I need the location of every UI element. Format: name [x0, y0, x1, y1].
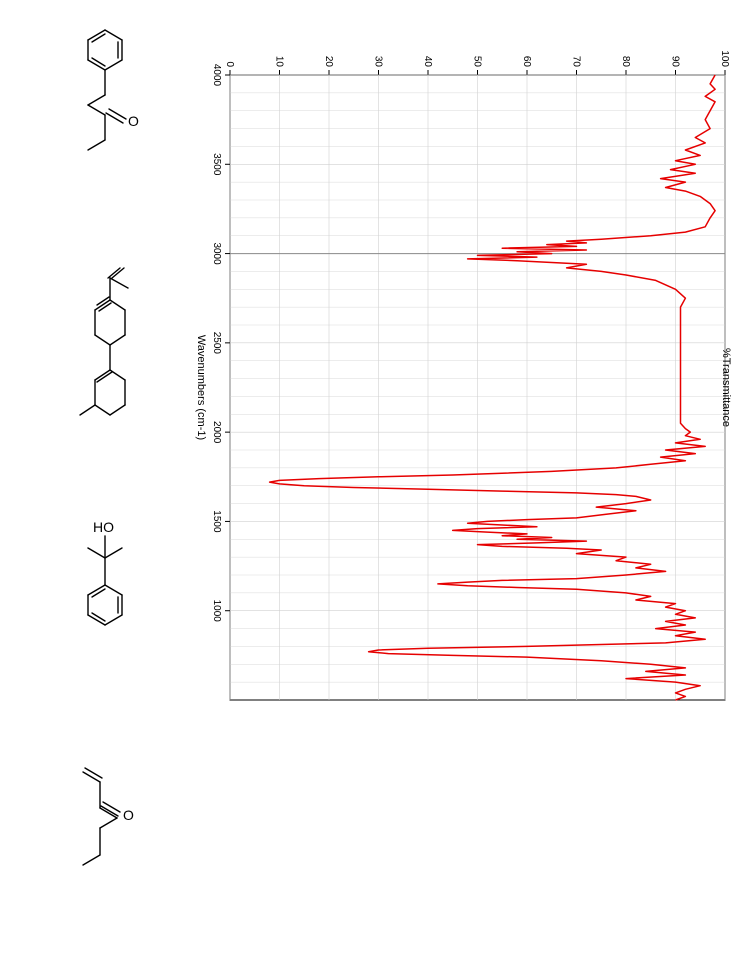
- y-tick-label: 60: [521, 56, 532, 68]
- atom-label: O: [128, 113, 139, 129]
- x-tick-label: 2000: [211, 421, 222, 444]
- y-tick-label: 90: [670, 56, 681, 68]
- y-tick-label: 80: [620, 56, 631, 68]
- y-tick-label: 30: [373, 56, 384, 68]
- y-tick-label: 100: [719, 50, 730, 67]
- x-tick-label: 1000: [211, 600, 222, 623]
- molecule-limonene: [50, 260, 160, 460]
- atom-label: HO: [93, 519, 114, 535]
- x-tick-label: 3500: [211, 153, 222, 176]
- atom-label: O: [123, 807, 134, 823]
- y-tick-label: 10: [274, 56, 285, 68]
- x-tick-label: 1500: [211, 510, 222, 533]
- ir-spectrum-chart: 0 10 20 30 40 50 60 70 80 90 100 4000 3500 3000 2500 20…: [185, 20, 735, 710]
- molecule-2-phenyl-2-propanol: HO: [45, 510, 165, 700]
- y-tick-label: 20: [323, 56, 334, 68]
- x-tick-label: 2500: [211, 332, 222, 355]
- y-tick-label: 70: [571, 56, 582, 68]
- molecule-ethyl-vinyl-ketone: O: [55, 760, 155, 940]
- molecule-phenyl-propan-2-one: O: [50, 20, 160, 210]
- y-tick-label: 0: [224, 61, 235, 67]
- y-tick-label: 40: [422, 56, 433, 68]
- x-axis-label: Wavenumbers (cm-1): [195, 335, 207, 440]
- y-axis-label: %Transmittance: [720, 348, 732, 427]
- x-tick-label: 3000: [211, 242, 222, 265]
- x-tick-label: 4000: [211, 64, 222, 87]
- y-tick-label: 50: [472, 56, 483, 68]
